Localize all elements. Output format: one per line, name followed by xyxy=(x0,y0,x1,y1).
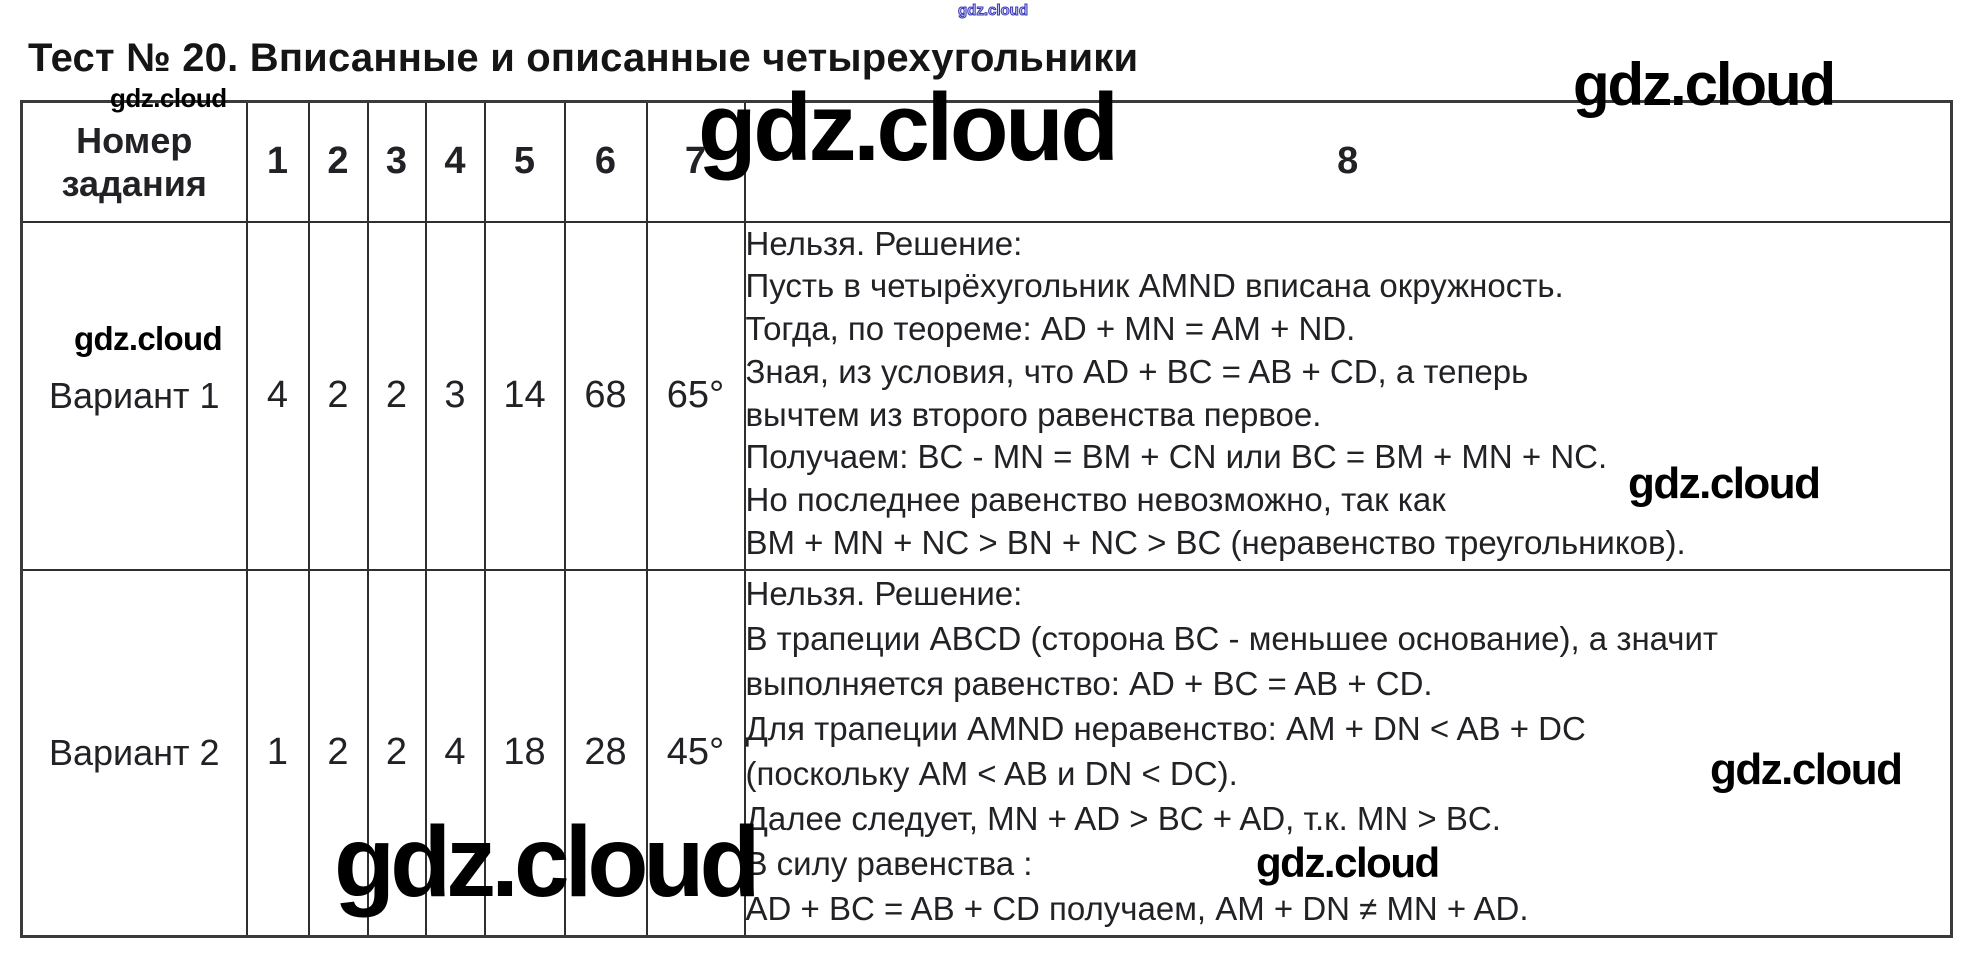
watermark-gdz-cloud: gdz.cloud xyxy=(74,320,223,357)
solution-line: Зная, из условия, что AD + BC = AB + CD,… xyxy=(745,352,1529,390)
answer-v1-2: 2 xyxy=(307,220,369,571)
answer-v2-3: 2 xyxy=(366,568,427,938)
solution-line: Нельзя. Решение: xyxy=(745,224,1023,262)
header-col-3: 3 xyxy=(366,100,427,223)
solution-line: В силу равенства : xyxy=(745,844,1033,882)
answer-v1-3: 2 xyxy=(366,220,427,571)
answer-v2-1: 1 xyxy=(245,568,310,938)
answer-v2-5: 18 xyxy=(483,568,566,938)
answer-v2-7: 45° xyxy=(645,568,746,938)
answer-v1-4: 3 xyxy=(424,220,486,571)
watermark-gdz-cloud: gdz.cloud xyxy=(1710,745,1903,794)
watermark-gdz-cloud: gdz.cloud xyxy=(1628,459,1821,508)
watermark-gdz-cloud: gdz.cloud xyxy=(334,806,761,918)
answer-v1-6: 68 xyxy=(563,220,648,571)
watermark-gdz-cloud: gdz.cloud xyxy=(698,74,1119,181)
solution-line: Получаем: BC - MN = BM + CN или BC = BM … xyxy=(745,438,1608,476)
table-row-variant-2: Вариант 2 1 2 2 4 18 28 45° Нельзя. Реше… xyxy=(20,568,1953,938)
answers-table: Номер задания 1 2 3 4 5 6 7 8 Вариант 1 … xyxy=(20,100,1953,938)
answer-v1-5: 14 xyxy=(483,220,566,571)
header-col-4: 4 xyxy=(424,100,486,223)
solution-line: BM + MN + NC > BN + NC > BC (неравенство… xyxy=(745,524,1686,562)
header-col-2: 2 xyxy=(307,100,369,223)
header-col-7: 7 xyxy=(645,100,746,223)
header-col-1: 1 xyxy=(245,100,310,223)
solution-line: Далее следует, MN + AD > BC + AD, т.к. M… xyxy=(745,799,1501,837)
solution-line: AD + BC = AB + CD получаем, AM + DN ≠ MN… xyxy=(745,889,1529,927)
answer-v2-6: 28 xyxy=(563,568,648,938)
solution-cell-variant-2: Нельзя. Решение: В трапеции ABCD (сторон… xyxy=(743,568,1953,938)
solution-line: В трапеции ABCD (сторона BC - меньшее ос… xyxy=(745,619,1719,657)
header-col-8: 8 xyxy=(743,100,1953,223)
solution-line: (поскольку AM < AB и DN < DC). xyxy=(745,754,1238,792)
row-label-variant-2: Вариант 2 xyxy=(20,568,248,938)
solution-line: Но последнее равенство невозможно, так к… xyxy=(745,481,1446,519)
page-title: Тест № 20. Вписанные и описанные четырех… xyxy=(28,36,1139,80)
answer-v1-1: 4 xyxy=(245,220,310,571)
watermark-gdz-cloud: gdz.cloud xyxy=(958,2,1029,19)
answer-v2-4: 4 xyxy=(424,568,486,938)
solution-line: выполняется равенство: AD + BC = AB + CD… xyxy=(745,664,1433,702)
header-row: Номер задания 1 2 3 4 5 6 7 8 xyxy=(20,100,1953,223)
watermark-gdz-cloud: gdz.cloud xyxy=(1256,839,1440,886)
solution-line: Пусть в четырёхугольник AMND вписана окр… xyxy=(745,267,1564,305)
answer-v2-2: 2 xyxy=(307,568,369,938)
row-label-variant-1: Вариант 1 xyxy=(20,220,248,571)
solution-line: Нельзя. Решение: xyxy=(745,574,1023,612)
table-row-variant-1: Вариант 1 4 2 2 3 14 68 65° Нельзя. Реше… xyxy=(20,220,1953,571)
solution-line: Для трапеции AMND неравенство: AM + DN <… xyxy=(745,709,1586,747)
solution-line: Тогда, по теореме: AD + MN = AM + ND. xyxy=(745,310,1356,348)
solution-cell-variant-1: Нельзя. Решение: Пусть в четырёхугольник… xyxy=(743,220,1953,571)
header-col-5: 5 xyxy=(483,100,566,223)
header-task-number: Номер задания xyxy=(20,100,248,223)
watermark-gdz-cloud: gdz.cloud xyxy=(110,83,227,113)
header-col-6: 6 xyxy=(563,100,648,223)
solution-line: вычтем из второго равенства первое. xyxy=(745,395,1322,433)
watermark-gdz-cloud: gdz.cloud xyxy=(1573,51,1836,118)
answer-v1-7: 65° xyxy=(645,220,746,571)
